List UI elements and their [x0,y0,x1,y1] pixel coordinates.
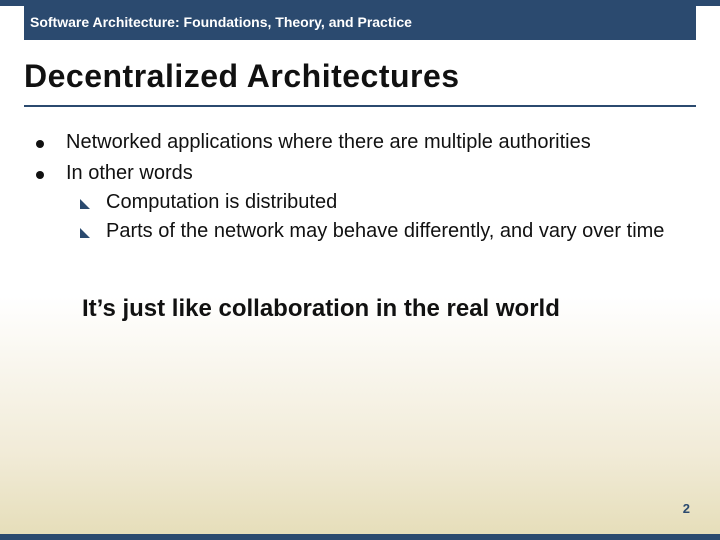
list-item: Computation is distributed [96,189,696,216]
callout-text: It’s just like collaboration in the real… [24,293,696,324]
title-block: Decentralized Architectures [24,40,696,107]
sub-bullet-text: Computation is distributed [106,191,337,213]
slide-content: Networked applications where there are m… [24,129,696,324]
page-number: 2 [683,501,690,516]
bullet-text: In other words [66,162,193,184]
header-text: Software Architecture: Foundations, Theo… [30,14,412,30]
slide-title: Decentralized Architectures [24,58,696,95]
sub-bullet-list: Computation is distributed Parts of the … [66,189,696,245]
list-item: In other words Computation is distribute… [54,160,696,245]
slide: Software Architecture: Foundations, Theo… [0,0,720,540]
sub-bullet-text: Parts of the network may behave differen… [106,220,664,242]
bullet-list: Networked applications where there are m… [24,129,696,245]
list-item: Networked applications where there are m… [54,129,696,156]
header-band: Software Architecture: Foundations, Theo… [24,6,696,40]
list-item: Parts of the network may behave differen… [96,218,696,245]
bullet-text: Networked applications where there are m… [66,131,591,153]
